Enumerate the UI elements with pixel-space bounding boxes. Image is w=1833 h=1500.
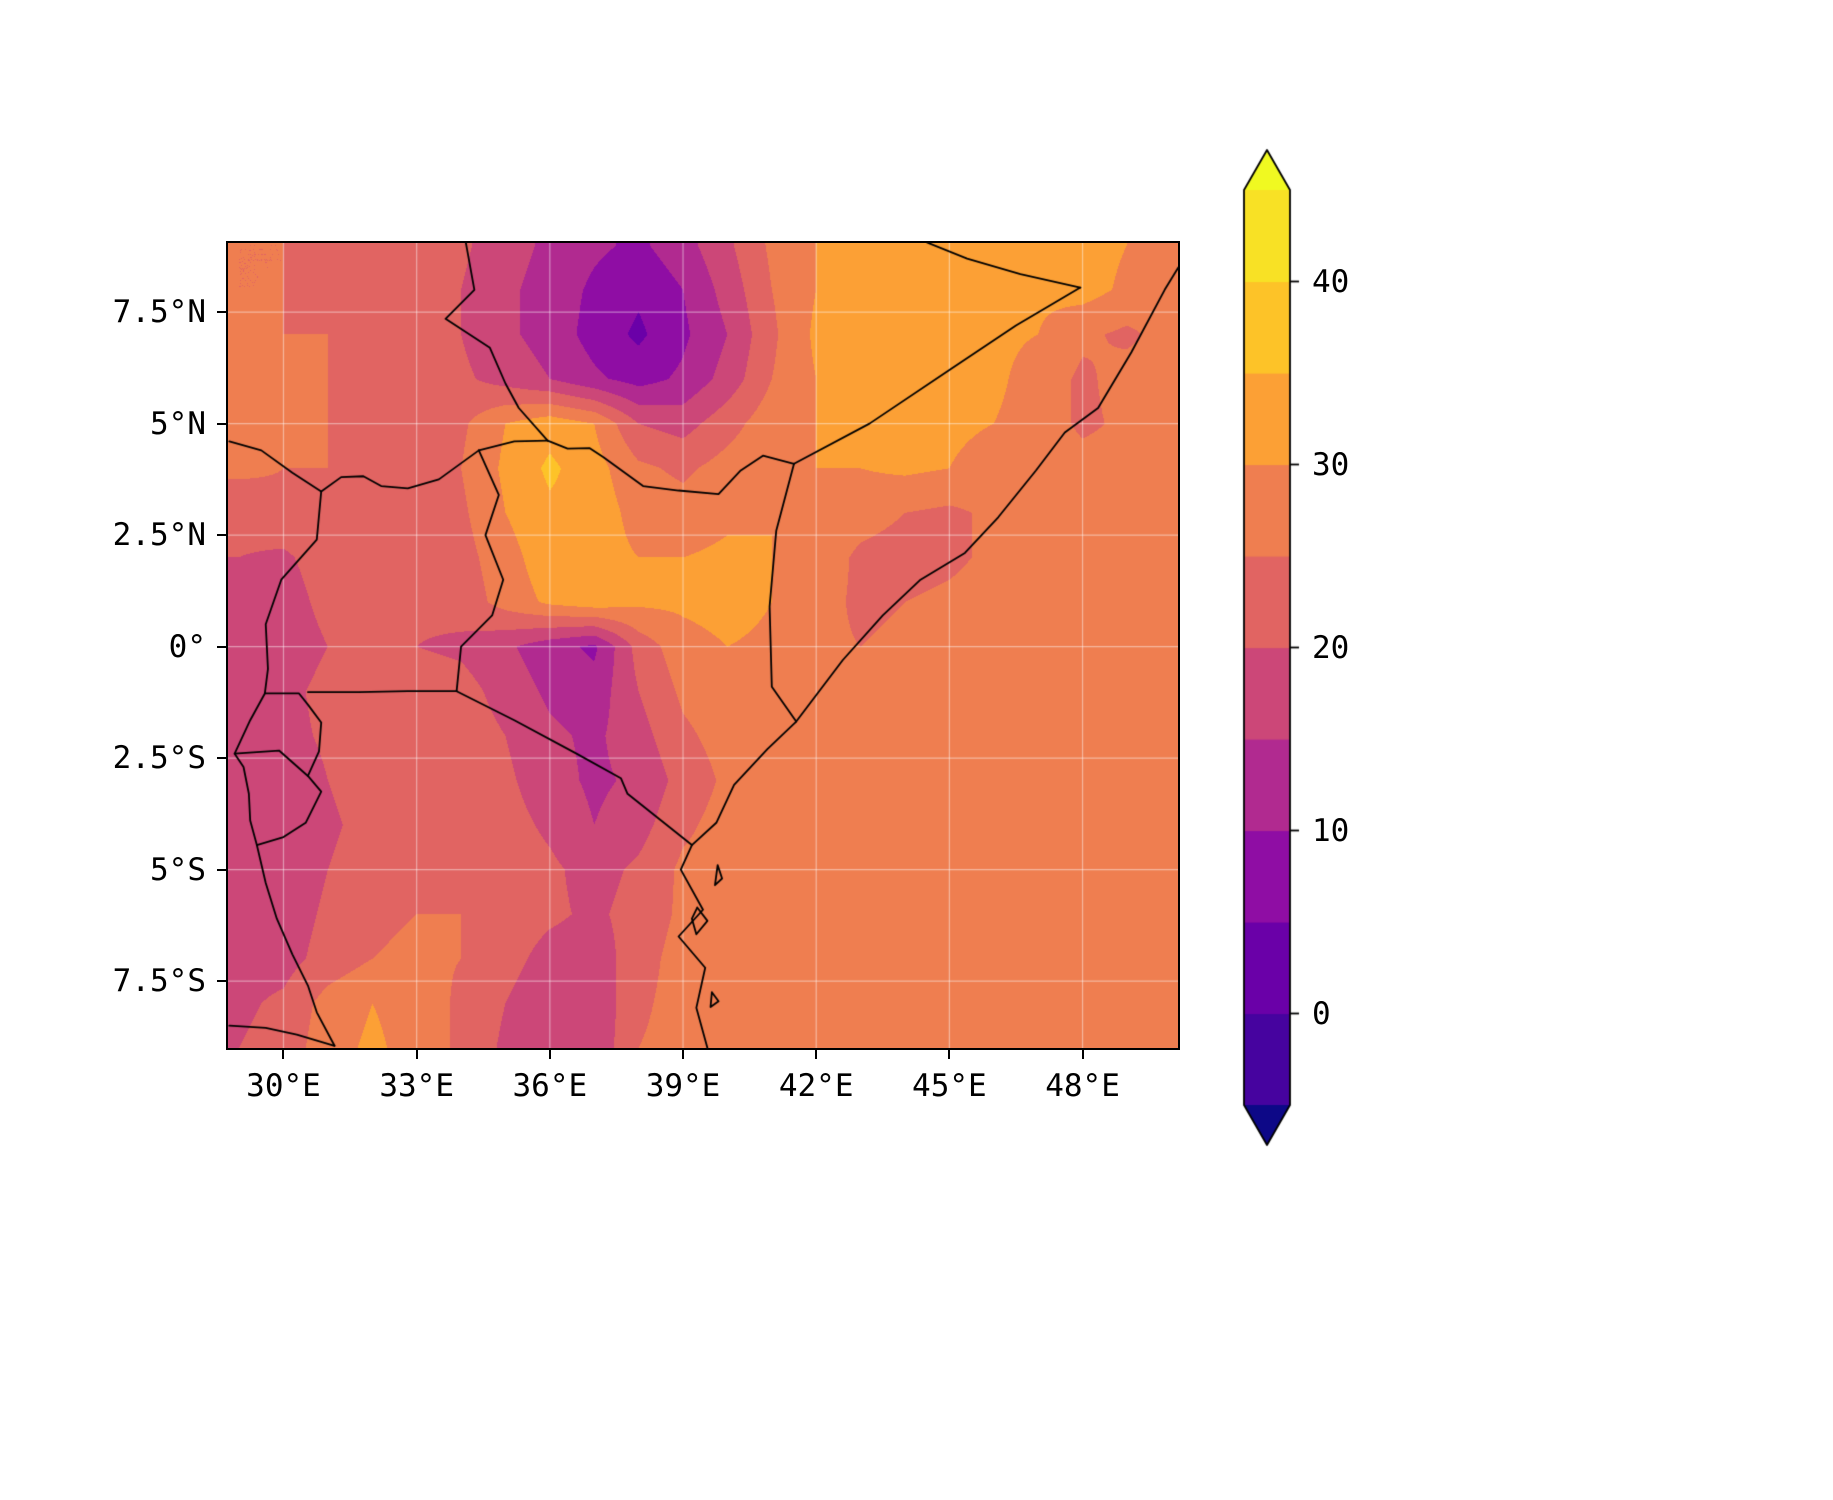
x-tick-label: 30°E <box>246 1068 321 1104</box>
temperature-map-canvas <box>228 243 1178 1048</box>
y-axis-tick <box>217 868 226 871</box>
y-tick-label: 7.5°N <box>112 294 206 331</box>
y-axis-tick <box>217 645 226 648</box>
x-tick-label: 33°E <box>379 1068 454 1104</box>
y-axis-tick <box>217 422 226 425</box>
x-axis-tick <box>415 1050 418 1059</box>
y-axis-tick <box>217 311 226 314</box>
x-tick-label: 42°E <box>778 1068 854 1104</box>
y-tick-label: 2.5°S <box>112 740 206 777</box>
x-tick-label: 39°E <box>645 1068 721 1104</box>
x-axis-tick <box>1081 1050 1084 1059</box>
y-axis-tick <box>217 534 226 537</box>
colorbar-canvas <box>1236 145 1376 1155</box>
y-tick-label: 5°S <box>150 851 206 888</box>
y-tick-label: 5°N <box>150 405 206 442</box>
x-axis-tick <box>282 1050 285 1059</box>
x-axis-tick <box>682 1050 685 1059</box>
x-axis-tick <box>548 1050 551 1059</box>
x-axis-tick <box>948 1050 951 1059</box>
x-axis-tick <box>815 1050 818 1059</box>
y-tick-label: 7.5°S <box>112 963 206 1000</box>
y-axis-tick <box>217 980 226 983</box>
x-tick-label: 45°E <box>912 1068 987 1104</box>
y-axis-tick <box>217 757 226 760</box>
x-tick-label: 36°E <box>512 1068 588 1104</box>
x-tick-label: 48°E <box>1045 1068 1120 1104</box>
y-tick-label: 2.5°N <box>112 517 206 554</box>
y-tick-label: 0° <box>168 628 206 665</box>
